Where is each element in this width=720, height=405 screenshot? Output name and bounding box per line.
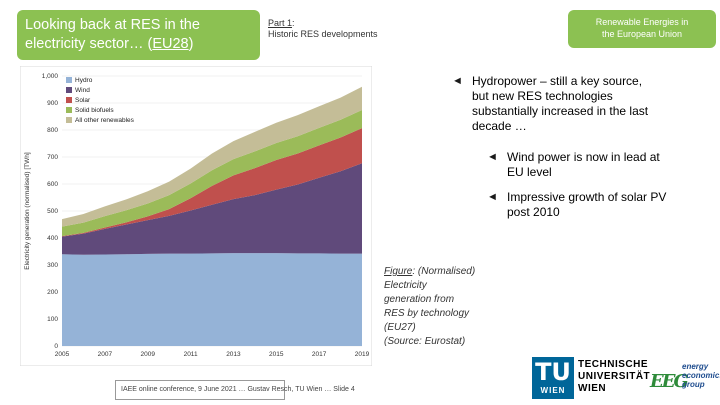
legend-swatch xyxy=(66,107,72,113)
bullet-item-solar: ◄ Impressive growth of solar PV post 201… xyxy=(487,190,667,220)
chart-y-tick-label: 600 xyxy=(47,181,58,188)
bullet-arrow-icon: ◄ xyxy=(487,151,498,163)
chart-x-tick-label: 2011 xyxy=(184,351,198,358)
legend-label: Solid biofuels xyxy=(75,107,114,114)
tu-logo-letters: TU xyxy=(535,358,571,386)
chart-x-tick-label: 2019 xyxy=(355,351,370,358)
legend-label: Wind xyxy=(75,87,90,94)
chart-y-tick-label: 500 xyxy=(47,208,58,215)
topic-box: Renewable Energies in the European Union xyxy=(568,10,716,48)
bullet-3-line1: Impressive growth of solar PV xyxy=(507,190,667,204)
chart-area-all-other-renewables xyxy=(62,86,362,227)
legend-label: Solar xyxy=(75,97,91,104)
legend-swatch xyxy=(66,97,72,103)
chart-area-wind xyxy=(62,163,362,255)
bullet-2-line2: EU level xyxy=(507,165,552,179)
chart-x-tick-label: 2007 xyxy=(98,351,113,358)
chart-y-tick-label: 1,000 xyxy=(42,73,59,80)
chart-x-tick-label: 2005 xyxy=(55,351,70,358)
slide-footer: IAEE online conference, 9 June 2021 … Gu… xyxy=(115,380,355,400)
chart-y-tick-label: 700 xyxy=(47,154,58,161)
chart-area-solid-biofuels xyxy=(62,110,362,237)
bullet-1-line3: substantially increased in the last xyxy=(472,104,649,118)
part-colon: : xyxy=(292,18,295,28)
chart-x-tick-label: 2009 xyxy=(140,351,155,358)
chart-x-tick-label: 2013 xyxy=(226,351,241,358)
figure-caption: Figure: (Normalised) Electricity generat… xyxy=(384,265,494,349)
chart-y-tick-label: 900 xyxy=(47,100,58,107)
part-label: Part 1 xyxy=(268,18,293,28)
caption-text-6: (Source: Eurostat) xyxy=(384,336,466,347)
chart-y-tick-label: 400 xyxy=(47,235,58,242)
caption-text-5: (EU27) xyxy=(384,322,416,333)
eeg-text-line3: group xyxy=(682,380,705,389)
legend-swatch xyxy=(66,77,72,83)
title-text-3: ) xyxy=(188,36,194,52)
chart-y-tick-label: 0 xyxy=(54,343,58,350)
tu-wordmark-line1: TECHNISCHE xyxy=(578,359,649,370)
legend-label: Hydro xyxy=(75,77,93,84)
eeg-logo: EEG energy economics group xyxy=(648,358,720,398)
chart-y-tick-label: 200 xyxy=(47,289,58,296)
title-emphasis-1: Looking back xyxy=(25,17,111,33)
bullet-2-line1: Wind power is now in lead at xyxy=(507,150,660,164)
eeg-logo-text: energy economics group xyxy=(682,362,720,389)
chart-x-tick-label: 2015 xyxy=(269,351,284,358)
chart-area-solar xyxy=(62,128,362,237)
legend-label: All other renewables xyxy=(75,117,135,124)
caption-text-3: generation from xyxy=(384,294,455,305)
chart-y-tick-label: 800 xyxy=(47,127,58,134)
caption-label: Figure xyxy=(384,266,413,277)
caption-colon: : xyxy=(412,266,416,277)
legend-swatch xyxy=(66,87,72,93)
eeg-logo-mark: EEG xyxy=(650,371,689,392)
chart-y-tick-label: 300 xyxy=(47,262,58,269)
slide-title-line2: electricity sector… (EU28) xyxy=(25,34,252,54)
caption-text-2: Electricity xyxy=(384,280,427,291)
slide-title-box: Looking back at RES in the electricity s… xyxy=(17,10,260,60)
bullet-arrow-icon: ◄ xyxy=(487,191,498,203)
tu-wordmark-line2: UNIVERSITÄT xyxy=(578,371,651,382)
bullet-1-line2: but new RES technologies xyxy=(472,89,613,103)
eeg-text-line1: energy xyxy=(682,362,709,371)
bullet-item-wind: ◄ Wind power is now in lead at EU level xyxy=(487,150,660,180)
legend-swatch xyxy=(66,117,72,123)
chart-y-tick-label: 100 xyxy=(47,316,58,323)
tu-logo-wien: WIEN xyxy=(540,386,566,395)
res-generation-chart: 0 100 200 300 400 500 600 700 800 900 1,000 2005 20… xyxy=(20,66,372,366)
title-emphasis-2: electricity xyxy=(25,36,86,52)
tu-wordmark-line3: WIEN xyxy=(578,383,607,394)
part-subtitle: Historic RES developments xyxy=(268,29,378,39)
bullet-arrow-icon: ◄ xyxy=(452,75,463,87)
chart-y-axis-label: Electricity generation (normalised) [TWh… xyxy=(24,152,31,270)
title-eu28: EU28 xyxy=(152,36,189,52)
tu-wien-logo: TU WIEN xyxy=(532,357,574,399)
bullet-3-line2: post 2010 xyxy=(507,205,560,219)
part-label-block: Part 1: Historic RES developments xyxy=(268,18,378,40)
topic-line2: the European Union xyxy=(601,29,683,39)
bullet-item-hydropower: ◄ Hydropower – still a key source, but n… xyxy=(452,74,649,134)
chart-svg: 0 100 200 300 400 500 600 700 800 900 1,000 2005 20… xyxy=(20,66,372,366)
chart-x-tick-label: 2017 xyxy=(312,351,327,358)
bullet-1-line1: Hydropower – still a key source, xyxy=(472,74,643,88)
slide-title-line1: Looking back at RES in the xyxy=(25,16,252,34)
caption-text-4: RES by technology xyxy=(384,308,470,319)
chart-area-hydro xyxy=(62,253,362,346)
topic-line1: Renewable Energies in xyxy=(595,17,689,27)
title-text-1: at RES in the xyxy=(110,17,200,33)
title-text-2: sector… ( xyxy=(85,36,153,52)
caption-text-1: (Normalised) xyxy=(415,266,476,277)
bullet-1-line4: decade … xyxy=(472,119,527,133)
eeg-text-line2: economics xyxy=(682,371,720,380)
tu-wien-wordmark: TECHNISCHE UNIVERSITÄT WIEN xyxy=(578,359,650,395)
